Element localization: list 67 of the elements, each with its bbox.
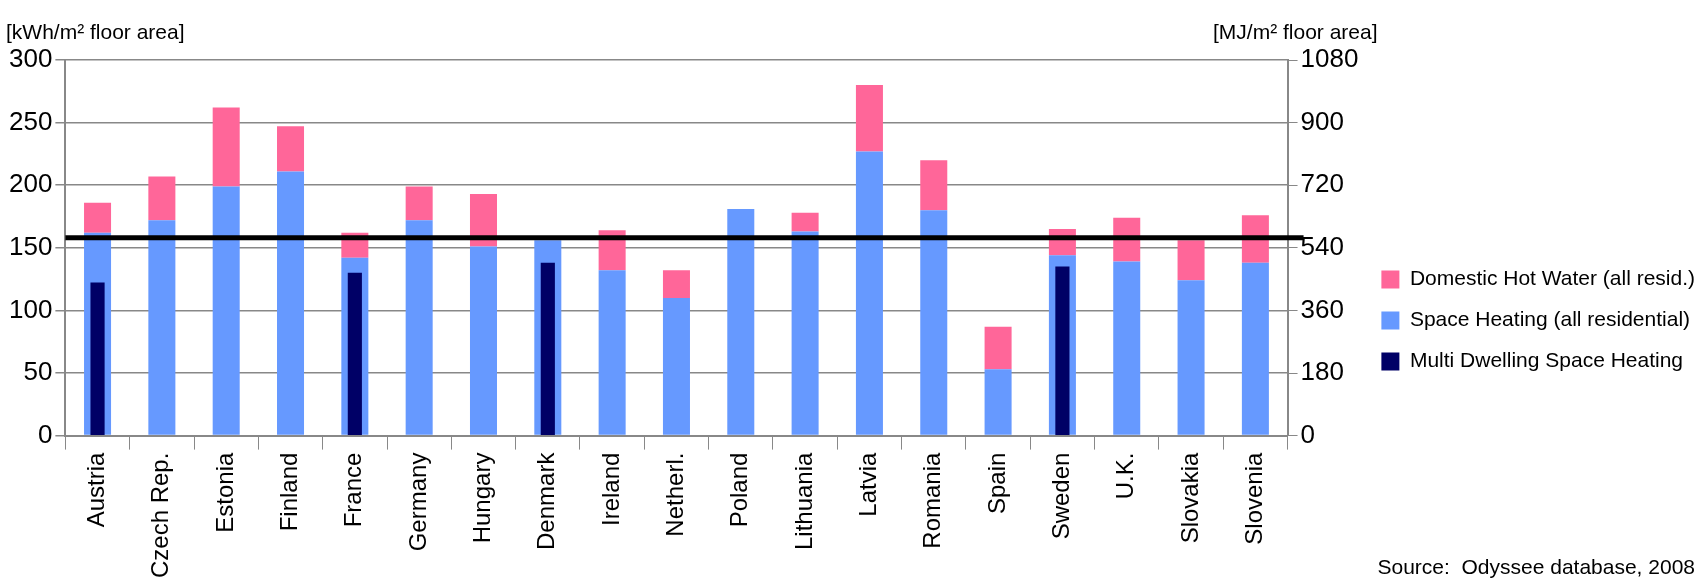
bar [791, 231, 819, 435]
x-tick-label: Slovakia [1175, 451, 1203, 544]
x-tick-label: Hungary [468, 452, 496, 544]
y2-tick-label: 1080 [1300, 43, 1359, 74]
y-tick-label: 300 [8, 43, 53, 74]
y2-tick-label: 540 [1300, 230, 1344, 261]
bar [1177, 240, 1205, 281]
x-tick-label: Austria [82, 451, 110, 528]
bar [148, 220, 176, 435]
y-tick-label: 200 [8, 168, 53, 199]
y-tick-label: 50 [23, 356, 53, 387]
bar [84, 202, 112, 233]
bar [598, 270, 626, 435]
y2-axis-title: [MJ/m² floor area] [1213, 20, 1378, 44]
bar [984, 369, 1012, 435]
x-tick-label: Estonia [210, 451, 238, 533]
bar [405, 186, 433, 221]
bar [984, 326, 1012, 370]
bar [469, 246, 497, 435]
bar [469, 193, 497, 247]
bar [855, 85, 883, 152]
bar [1177, 280, 1205, 435]
x-tick-label: Ireland [596, 452, 624, 526]
x-tick-label: Spain [982, 452, 1010, 514]
x-tick-label: Denmark [532, 451, 560, 550]
bar [727, 208, 755, 435]
bar [148, 176, 176, 221]
x-tick-label: Czech Rep. [146, 452, 174, 578]
bar [277, 171, 305, 435]
bar [791, 212, 819, 232]
x-tick-label: Germany [403, 452, 431, 552]
x-tick-label: Netherl. [661, 452, 689, 537]
x-tick-label: Slovenia [1240, 451, 1268, 545]
bar [1241, 262, 1269, 435]
bar [212, 186, 240, 435]
x-tick-label: Sweden [1047, 452, 1075, 540]
y2-tick-label: 180 [1300, 356, 1344, 387]
bar [1113, 261, 1141, 435]
y2-tick-label: 360 [1300, 293, 1344, 324]
y2-tick-label: 0 [1300, 418, 1316, 449]
bar [212, 107, 240, 187]
legend-label: Multi Dwelling Space Heating [1409, 348, 1684, 372]
bar [662, 297, 690, 435]
y-tick-label: 0 [37, 418, 53, 449]
x-tick-label: Poland [725, 452, 753, 528]
legend-label: Space Heating (all residential) [1409, 307, 1691, 331]
bar [920, 210, 948, 435]
x-tick-label: Romania [918, 451, 946, 549]
x-tick-label: Lithuania [789, 451, 817, 551]
y2-tick-label: 720 [1300, 168, 1344, 199]
bar [405, 220, 433, 435]
bar [90, 282, 105, 436]
y-tick-label: 250 [8, 105, 53, 136]
bar [855, 151, 883, 435]
x-tick-label: U.K. [1111, 452, 1139, 500]
source-note: Source: Odyssee database, 2008 [1377, 555, 1695, 579]
x-tick-label: Latvia [854, 451, 882, 517]
legend-label: Domestic Hot Water (all resid.) [1409, 266, 1696, 290]
bar [920, 160, 948, 211]
y-tick-label: 150 [8, 230, 53, 261]
y-axis-title: [kWh/m² floor area] [6, 20, 185, 44]
x-tick-label: France [339, 452, 367, 528]
x-tick-label: Finland [275, 452, 303, 532]
bar [277, 126, 305, 172]
y-tick-label: 100 [8, 293, 53, 324]
bar [662, 270, 690, 298]
y2-tick-label: 900 [1300, 105, 1344, 136]
